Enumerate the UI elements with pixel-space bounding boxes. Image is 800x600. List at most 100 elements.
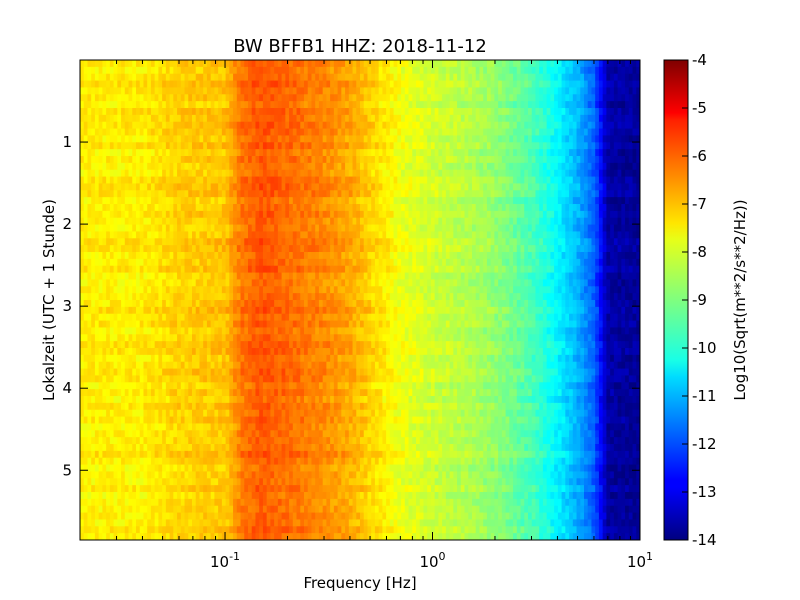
heatmap-cell <box>147 169 152 178</box>
heatmap-cell <box>121 306 126 315</box>
heatmap-cell <box>195 217 201 226</box>
heatmap-cell <box>255 101 260 109</box>
heatmap-cell <box>236 197 242 205</box>
heatmap-cell <box>195 94 201 102</box>
heatmap-cell <box>337 389 342 397</box>
heatmap-cell <box>147 217 152 226</box>
heatmap-cell <box>121 231 126 239</box>
heatmap-cell <box>296 396 301 404</box>
heatmap-cell <box>147 478 152 486</box>
heatmap-cell <box>188 485 193 493</box>
heatmap-cell <box>165 334 171 342</box>
heatmap-cell <box>255 320 260 329</box>
heatmap-cell <box>296 162 301 171</box>
heatmap-cell <box>318 60 324 68</box>
heatmap-cell <box>109 231 115 239</box>
heatmap-cell <box>199 60 204 68</box>
heatmap-cell <box>203 389 208 397</box>
heatmap-cell <box>143 293 148 301</box>
heatmap-cell <box>262 526 268 534</box>
heatmap-cell <box>233 334 238 342</box>
heatmap-cell <box>188 444 193 452</box>
heatmap-cell <box>337 210 342 219</box>
heatmap-cell <box>240 204 245 212</box>
heatmap-cell <box>124 183 130 191</box>
heatmap-cell <box>199 73 204 82</box>
heatmap-cell <box>262 197 268 205</box>
heatmap-cell <box>307 361 313 370</box>
heatmap-cell <box>124 519 130 527</box>
heatmap-cell <box>311 60 316 68</box>
heatmap-cell <box>150 423 156 431</box>
heatmap-cell <box>292 238 298 246</box>
heatmap-cell <box>184 471 189 479</box>
heatmap-cell <box>229 80 234 89</box>
heatmap-cell <box>236 457 242 466</box>
heatmap-cell <box>173 176 178 185</box>
heatmap-cell <box>184 519 189 527</box>
heatmap-cell <box>270 526 275 534</box>
heatmap-cell <box>143 478 148 486</box>
heatmap-cell <box>300 204 305 212</box>
heatmap-cell <box>318 341 324 349</box>
heatmap-cell <box>307 396 313 404</box>
heatmap-cell <box>169 533 174 540</box>
heatmap-cell <box>94 190 100 198</box>
heatmap-cell <box>162 224 167 233</box>
heatmap-cell <box>147 265 152 274</box>
heatmap-cell <box>259 114 264 123</box>
heatmap-cell <box>229 210 234 219</box>
heatmap-cell <box>147 162 152 171</box>
heatmap-cell <box>289 121 294 130</box>
heatmap-cell <box>262 300 268 308</box>
heatmap-cell <box>147 197 152 205</box>
heatmap-cell <box>300 224 305 233</box>
heatmap-cell <box>106 444 111 452</box>
heatmap-cell <box>154 197 159 205</box>
heatmap-cell <box>289 245 294 253</box>
heatmap-cell <box>132 341 137 349</box>
heatmap-cell <box>173 73 178 82</box>
heatmap-cell <box>203 313 208 322</box>
heatmap-cell <box>154 265 159 274</box>
heatmap-cell <box>259 142 264 150</box>
heatmap-cell <box>165 457 171 466</box>
heatmap-cell <box>236 402 242 411</box>
heatmap-cell <box>225 183 230 191</box>
heatmap-cell <box>341 87 346 95</box>
heatmap-cell <box>251 279 257 287</box>
heatmap-cell <box>184 327 189 335</box>
heatmap-cell <box>117 238 122 246</box>
heatmap-cell <box>341 156 346 164</box>
heatmap-cell <box>221 313 227 322</box>
heatmap-cell <box>192 300 197 308</box>
heatmap-cell <box>150 327 156 335</box>
heatmap-cell <box>139 416 145 425</box>
heatmap-cell <box>102 252 107 260</box>
heatmap-cell <box>240 423 245 431</box>
heatmap-cell <box>173 210 178 219</box>
heatmap-cell <box>318 437 324 445</box>
heatmap-cell <box>337 444 342 452</box>
heatmap-cell <box>195 430 201 438</box>
heatmap-cell <box>281 389 286 397</box>
heatmap-cell <box>195 402 201 411</box>
heatmap-cell <box>102 382 107 390</box>
heatmap-cell <box>177 286 182 294</box>
heatmap-cell <box>136 354 141 363</box>
heatmap-cell <box>139 66 145 75</box>
heatmap-cell <box>326 437 331 445</box>
heatmap-cell <box>322 217 327 226</box>
heatmap-cell <box>132 156 137 164</box>
heatmap-cell <box>128 258 133 267</box>
heatmap-cell <box>210 306 215 315</box>
heatmap-cell <box>210 485 215 493</box>
heatmap-cell <box>233 224 238 233</box>
heatmap-cell <box>277 190 283 198</box>
heatmap-cell <box>180 293 186 301</box>
heatmap-cell <box>80 169 85 178</box>
heatmap-cell <box>165 341 171 349</box>
heatmap-cell <box>199 224 204 233</box>
heatmap-cell <box>87 210 92 219</box>
heatmap-cell <box>304 526 309 534</box>
